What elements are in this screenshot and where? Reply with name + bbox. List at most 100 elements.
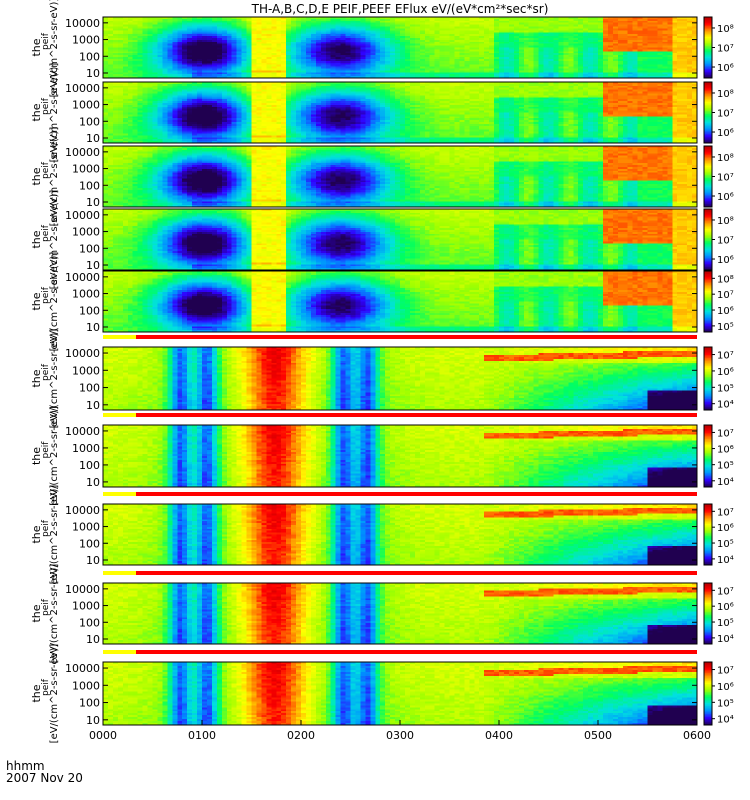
- spectrogram-cell: [380, 30, 386, 33]
- spectrogram-cell: [256, 39, 262, 43]
- spectrogram-cell: [167, 64, 173, 67]
- spectrogram-cell: [182, 62, 188, 66]
- spectrogram-cell: [107, 66, 114, 69]
- spectrogram-cell: [454, 68, 460, 71]
- spectrogram-cell: [142, 70, 148, 73]
- spectrogram-cell: [142, 51, 148, 54]
- spectrogram-cell: [375, 62, 381, 66]
- spectrogram-cell: [117, 39, 124, 43]
- spectrogram-cell: [305, 39, 312, 43]
- spectrogram-cell: [414, 30, 421, 33]
- spectrogram-cell: [261, 32, 267, 35]
- spectrogram-cell: [122, 74, 129, 77]
- spectrogram-cell: [409, 30, 416, 33]
- spectrogram-cell: [434, 34, 440, 37]
- spectrogram-cell: [103, 49, 109, 52]
- spectrogram-cell: [380, 18, 386, 22]
- spectrogram-cell: [395, 30, 401, 33]
- spectrogram-cell: [122, 45, 129, 48]
- spectrogram-cell: [301, 70, 307, 73]
- spectrogram-cell: [192, 37, 198, 41]
- spectrogram-cell: [350, 76, 356, 79]
- spectrogram-cell: [251, 49, 257, 52]
- spectrogram-cell: [360, 32, 366, 35]
- spectrogram-cell: [400, 45, 406, 48]
- spectrogram-cell: [291, 72, 297, 75]
- spectrogram-cell: [340, 55, 346, 58]
- spectrogram-cell: [147, 28, 153, 31]
- spectrogram-cell: [241, 68, 247, 71]
- spectrogram-cell: [291, 64, 297, 67]
- spectrogram-cell: [266, 41, 272, 45]
- spectrogram-cell: [335, 47, 341, 50]
- spectrogram-cell: [256, 64, 262, 67]
- spectrogram-cell: [192, 45, 198, 48]
- spectrogram-cell: [345, 39, 351, 43]
- spectrogram-cell: [127, 70, 134, 73]
- spectrogram-cell: [226, 66, 233, 69]
- spectrogram-cell: [370, 60, 376, 64]
- spectrogram-cell: [454, 34, 460, 37]
- spectrogram-cell: [107, 74, 114, 77]
- spectrogram-cell: [122, 64, 129, 67]
- spectrogram-cell: [182, 58, 188, 62]
- spectrogram-cell: [231, 43, 238, 46]
- spectrogram-cell: [400, 47, 406, 50]
- spectrogram-cell: [395, 36, 401, 39]
- spectrogram-cell: [182, 30, 188, 33]
- spectrogram-cell: [310, 58, 317, 62]
- spectrogram-cell: [162, 28, 168, 31]
- spectrogram-cell: [251, 22, 257, 26]
- spectrogram-cell: [375, 28, 381, 31]
- spectrogram-cell: [439, 36, 445, 39]
- spectrogram-cell: [385, 39, 391, 43]
- spectrogram-cell: [147, 20, 153, 24]
- spectrogram-cell: [340, 76, 346, 79]
- spectrogram-cell: [370, 36, 376, 39]
- spectrogram-cell: [226, 34, 233, 37]
- spectrogram-cell: [206, 62, 213, 66]
- spectrogram-cell: [400, 64, 406, 67]
- spectrogram-cell: [315, 60, 322, 64]
- spectrogram-cell: [360, 30, 366, 33]
- spectrogram-cell: [206, 36, 213, 39]
- spectrogram-cell: [375, 26, 381, 29]
- spectrogram-cell: [182, 17, 188, 20]
- spectrogram-cell: [365, 74, 371, 77]
- spectrogram-cell: [360, 36, 366, 39]
- spectrogram-cell: [251, 53, 257, 56]
- spectrogram-cell: [261, 30, 267, 33]
- spectrogram-cell: [305, 74, 312, 77]
- spectrogram-cell: [340, 51, 346, 54]
- spectrogram-cell: [216, 55, 223, 58]
- spectrogram-cell: [276, 18, 282, 22]
- spectrogram-cell: [305, 53, 312, 56]
- spectrogram-cell: [271, 34, 277, 37]
- spectrogram-cell: [449, 53, 455, 56]
- spectrogram-cell: [409, 37, 416, 41]
- spectrogram-cell: [122, 47, 129, 50]
- spectrogram-cell: [246, 47, 252, 50]
- spectrogram-cell: [375, 49, 381, 52]
- spectrogram-cell: [281, 49, 287, 52]
- spectrogram-cell: [182, 55, 188, 58]
- spectrogram-cell: [236, 51, 242, 54]
- spectrogram-cell: [340, 17, 346, 20]
- spectrogram-cell: [340, 32, 346, 35]
- spectrogram-cell: [296, 70, 302, 73]
- spectrogram-cell: [281, 37, 287, 41]
- spectrogram-cell: [305, 41, 312, 45]
- spectrogram-cell: [162, 22, 168, 26]
- spectrogram-cell: [197, 26, 203, 29]
- spectrogram-cell: [127, 51, 134, 54]
- spectrogram-cell: [310, 39, 317, 43]
- spectrogram-cell: [444, 68, 450, 71]
- spectrogram-cell: [256, 72, 262, 75]
- spectrogram-cell: [187, 45, 193, 48]
- spectrogram-cell: [414, 37, 421, 41]
- spectrogram-cell: [400, 41, 406, 45]
- spectrogram-cell: [266, 58, 272, 62]
- spectrogram-cell: [365, 20, 371, 24]
- spectrogram-cell: [226, 30, 233, 33]
- spectrogram-cell: [355, 24, 361, 27]
